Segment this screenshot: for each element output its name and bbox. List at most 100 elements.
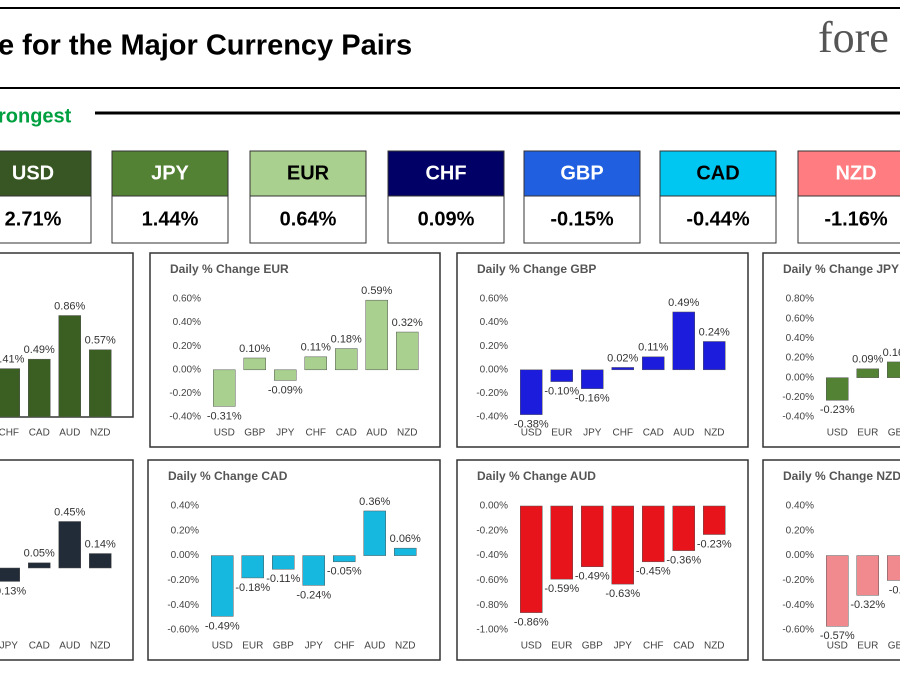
value-label: -0.10% xyxy=(544,386,579,398)
chart-panel xyxy=(456,252,749,448)
bar xyxy=(856,555,879,596)
value-label: -0.31% xyxy=(207,410,242,422)
x-tick-label: NZD xyxy=(395,641,416,652)
tile-code: JPY xyxy=(151,162,189,184)
y-tick-label: -0.40% xyxy=(167,600,199,611)
y-tick-label: -0.40% xyxy=(782,412,814,423)
tile-change: 1.44% xyxy=(142,208,199,230)
bar xyxy=(394,547,417,556)
tile-header xyxy=(523,150,641,197)
x-tick-label: JPY xyxy=(614,641,633,652)
x-tick-label: EUR xyxy=(551,428,572,439)
bar xyxy=(826,555,849,627)
tile-body xyxy=(659,195,777,244)
y-tick-label: 0.00% xyxy=(480,364,508,375)
y-tick-label: 0.40% xyxy=(480,317,508,328)
bar xyxy=(887,555,900,581)
chart-panel xyxy=(149,252,441,448)
bar xyxy=(0,368,20,418)
bar xyxy=(58,315,81,418)
y-tick-label: -0.60% xyxy=(167,625,199,636)
value-label: 0.49% xyxy=(24,344,55,356)
y-tick-label: -0.40% xyxy=(782,600,814,611)
chart-title: Daily % Change NZD xyxy=(783,469,900,483)
bar xyxy=(272,555,295,570)
x-tick-label: CAD xyxy=(673,641,694,652)
y-tick-label: -0.60% xyxy=(782,625,814,636)
bar xyxy=(703,341,726,371)
y-tick-label: 0.00% xyxy=(480,501,508,512)
tile-header xyxy=(387,150,505,197)
bar xyxy=(703,505,726,535)
y-tick-label: -0.80% xyxy=(476,600,508,611)
tile-change: 2.71% xyxy=(5,208,62,230)
chart-title: Daily % Change JPY xyxy=(783,262,899,276)
bar xyxy=(28,358,51,418)
chart-title: Daily % Change EUR xyxy=(170,262,289,276)
value-label: -0.86% xyxy=(514,617,549,629)
value-label: -0.05% xyxy=(327,566,362,578)
x-tick-label: NZD xyxy=(704,428,725,439)
x-tick-label: CHF xyxy=(305,428,326,439)
x-tick-label: CAD xyxy=(29,428,50,439)
bar xyxy=(28,562,51,569)
page-title: e for the Major Currency Pairs xyxy=(0,30,412,62)
tile-body xyxy=(111,195,229,244)
x-tick-label: JPY xyxy=(305,641,324,652)
y-tick-label: 0.40% xyxy=(173,317,201,328)
tile-body xyxy=(523,195,641,244)
x-tick-label: JPY xyxy=(0,641,18,652)
x-tick-label: GBP xyxy=(273,641,294,652)
y-tick-label: -0.60% xyxy=(476,575,508,586)
x-tick-label: AUD xyxy=(364,641,385,652)
y-tick-label: 0.00% xyxy=(786,550,814,561)
tile-header xyxy=(111,150,229,197)
bar xyxy=(611,367,634,371)
tile-change: -0.15% xyxy=(550,208,614,230)
bar xyxy=(642,505,665,563)
tile-change: -1.16% xyxy=(824,208,888,230)
x-tick-label: AUD xyxy=(366,428,387,439)
bar xyxy=(213,369,236,407)
value-label: 0.11% xyxy=(301,342,332,354)
x-tick-label: EUR xyxy=(242,641,263,652)
bar xyxy=(333,555,356,563)
bar xyxy=(304,356,327,371)
value-label: 0.09% xyxy=(852,354,883,366)
bar xyxy=(826,377,849,401)
x-tick-label: USD xyxy=(827,641,848,652)
tile-body xyxy=(797,195,900,244)
bar xyxy=(550,369,573,382)
y-tick-label: -0.20% xyxy=(782,392,814,403)
bar xyxy=(0,567,20,582)
value-label: 0.11% xyxy=(638,342,669,354)
y-tick-label: -0.40% xyxy=(476,412,508,423)
x-tick-label: CHF xyxy=(612,428,633,439)
chart-title: Daily % Change AUD xyxy=(477,469,596,483)
tile-code: EUR xyxy=(287,162,330,184)
bar xyxy=(211,555,234,617)
bar xyxy=(365,299,388,371)
tile-header xyxy=(659,150,777,197)
bar xyxy=(672,505,695,551)
y-tick-label: 0.80% xyxy=(786,294,814,305)
bar xyxy=(887,361,900,378)
bar xyxy=(642,356,665,371)
value-label: -0.13% xyxy=(0,585,26,597)
y-tick-label: -0.20% xyxy=(476,525,508,536)
value-label: 0.10% xyxy=(239,343,270,355)
y-tick-label: 0.20% xyxy=(786,353,814,364)
value-label: 0.36% xyxy=(359,496,390,508)
x-tick-label: CAD xyxy=(29,641,50,652)
bar xyxy=(363,510,386,556)
value-label: 0.57% xyxy=(85,335,116,347)
chart-panel xyxy=(762,252,900,448)
value-label: -0.09% xyxy=(268,384,303,396)
y-tick-label: 0.20% xyxy=(173,341,201,352)
y-tick-label: 0.20% xyxy=(786,525,814,536)
y-tick-label: -0.20% xyxy=(476,388,508,399)
x-tick-label: NZD xyxy=(90,641,111,652)
logo: fore xyxy=(818,13,889,62)
value-label: 0.18% xyxy=(331,333,362,345)
y-tick-label: -1.00% xyxy=(476,625,508,636)
